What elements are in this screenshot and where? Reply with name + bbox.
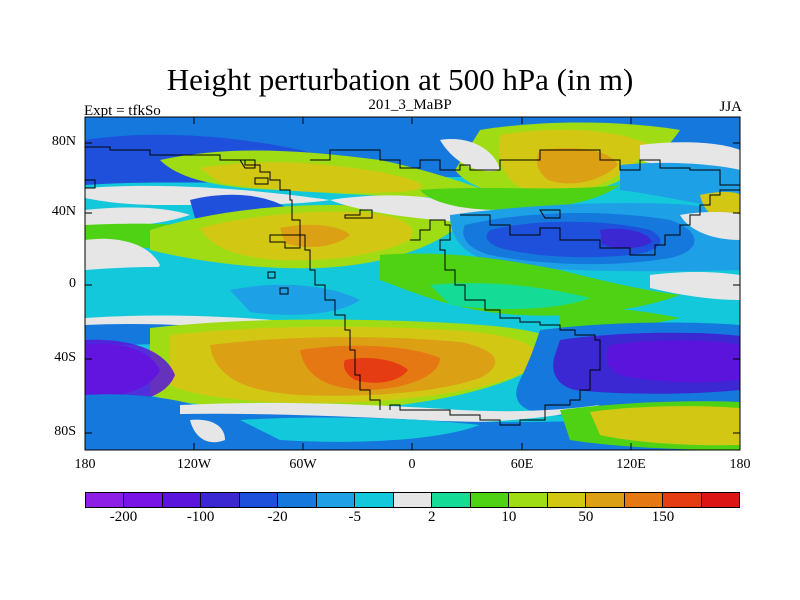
yellow-north-band — [200, 162, 422, 193]
indigo-eurasia — [600, 228, 652, 249]
orange-atlantic — [280, 224, 350, 247]
cyan-antarctic — [240, 417, 480, 442]
coastlines — [85, 146, 740, 426]
colorbar-label: 2 — [428, 509, 436, 525]
lat-label-80s: 80S — [54, 424, 76, 439]
colorbar-label: -100 — [186, 509, 215, 525]
grey-40n-west — [85, 207, 190, 228]
colorbar-box — [278, 493, 317, 507]
colorbar-box — [201, 493, 240, 507]
colorbar-label: 10 — [501, 509, 517, 525]
colorbar-label: 50 — [578, 509, 594, 525]
plot-title: Height perturbation at 500 hPa (in m) — [166, 62, 634, 97]
colorbar-box — [124, 493, 163, 507]
colorbar-box — [586, 493, 625, 507]
lon-label-0: 0 — [408, 457, 416, 472]
contour-field — [85, 117, 740, 450]
colorbar-box — [663, 493, 702, 507]
colorbar-box — [162, 493, 202, 507]
colorbar-box — [239, 493, 279, 507]
grey-antarctic-west — [190, 419, 225, 443]
lat-label-80n: 80N — [51, 134, 76, 149]
colorbar — [85, 492, 740, 508]
season-label: JJA — [719, 99, 742, 115]
colorbar-box — [432, 493, 471, 507]
colorbar-box — [86, 493, 125, 507]
violet-south-east — [606, 340, 740, 383]
lon-label-180w: 180 — [74, 457, 96, 472]
colorbar-label: -5 — [348, 509, 361, 525]
lat-label-40s: 40S — [54, 350, 76, 365]
colorbar-box — [547, 493, 587, 507]
grey-north-east — [440, 139, 500, 172]
colorbar-label: 150 — [651, 509, 675, 525]
green-eurasia-north — [420, 185, 620, 210]
grey-east-pacific — [680, 211, 740, 240]
lat-label-40n: 40N — [51, 204, 76, 219]
colorbar-box — [701, 493, 739, 507]
colorbar-label: -20 — [267, 509, 288, 525]
orange-north-east — [536, 148, 618, 184]
colorbar-box — [470, 493, 510, 507]
colorbar-label: -200 — [109, 509, 138, 525]
experiment-label: Expt = tfkSo — [84, 103, 161, 119]
colorbar-box — [624, 493, 664, 507]
lon-label-60w: 60W — [289, 457, 317, 472]
green-south-east — [560, 307, 680, 330]
colorbar-box — [393, 493, 433, 507]
yellow-antarctic — [590, 406, 740, 446]
colorbar-box — [316, 493, 356, 507]
lon-label-120e: 120E — [616, 457, 646, 472]
colorbar-box — [509, 493, 548, 507]
teal-africa — [430, 283, 590, 310]
axis-ticks — [85, 117, 740, 450]
lightblue-equator — [230, 284, 360, 315]
lon-label-180e: 180 — [729, 457, 751, 472]
run-label: 201_3_MaBP — [368, 97, 452, 113]
lat-label-equator: 0 — [69, 276, 76, 291]
indigo-south-west — [85, 339, 175, 405]
colorbar-box — [355, 493, 394, 507]
lon-label-60e: 60E — [510, 457, 534, 472]
grey-equator-east — [650, 271, 740, 300]
lon-label-120w: 120W — [176, 457, 212, 472]
